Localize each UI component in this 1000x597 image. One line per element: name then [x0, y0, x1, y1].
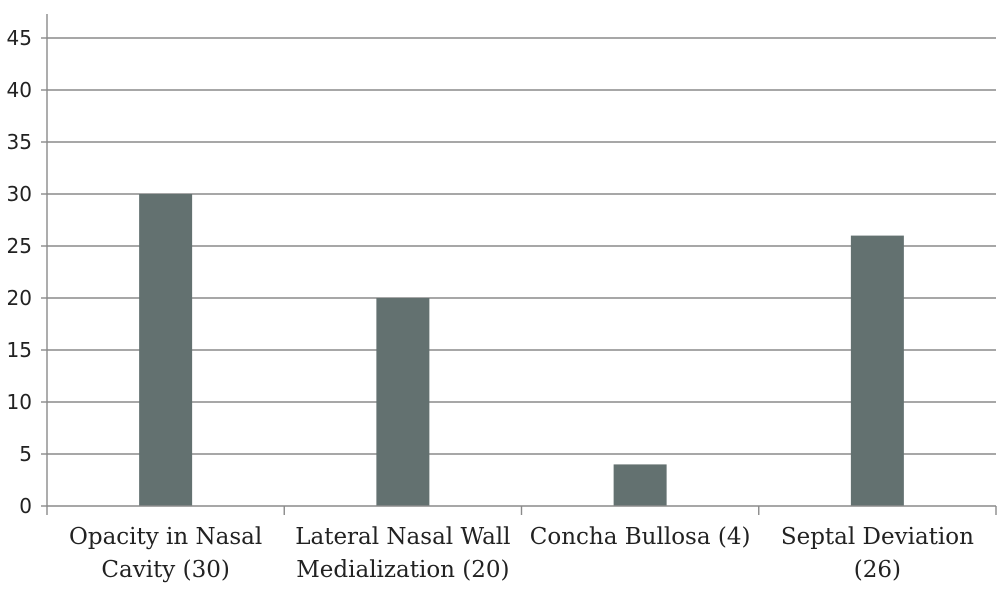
- y-tick-label: 30: [7, 182, 32, 206]
- x-category-label: Lateral Nasal Wall: [295, 524, 510, 550]
- x-category-label: Concha Bullosa (4): [530, 524, 751, 550]
- x-category-label: Medialization (20): [296, 557, 509, 583]
- bar-1: [139, 194, 193, 506]
- axes: [41, 14, 997, 515]
- x-category-label: Opacity in Nasal: [69, 524, 262, 550]
- y-tick-label: 45: [7, 26, 32, 50]
- y-tick-label: 25: [7, 234, 32, 258]
- x-category-label: (26): [854, 557, 901, 583]
- bar-2: [376, 298, 430, 506]
- bar-3: [613, 464, 667, 506]
- y-tick-label: 10: [7, 390, 32, 414]
- x-category-label: Septal Deviation: [781, 524, 974, 550]
- y-tick-labels: 0 5 10 15 20 25 30 35 40 45: [7, 26, 32, 518]
- y-tick-label: 20: [7, 286, 32, 310]
- bar-4: [850, 235, 904, 506]
- x-category-labels: Opacity in Nasal Cavity (30) Lateral Nasal…: [69, 524, 974, 583]
- y-tick-label: 15: [7, 338, 32, 362]
- x-category-label: Cavity (30): [101, 557, 229, 583]
- y-tick-label: 40: [7, 78, 32, 102]
- y-tick-label: 35: [7, 130, 32, 154]
- y-tick-label: 0: [19, 494, 32, 518]
- y-tick-label: 5: [19, 442, 32, 466]
- gridlines: [47, 37, 996, 455]
- bars: [139, 194, 904, 506]
